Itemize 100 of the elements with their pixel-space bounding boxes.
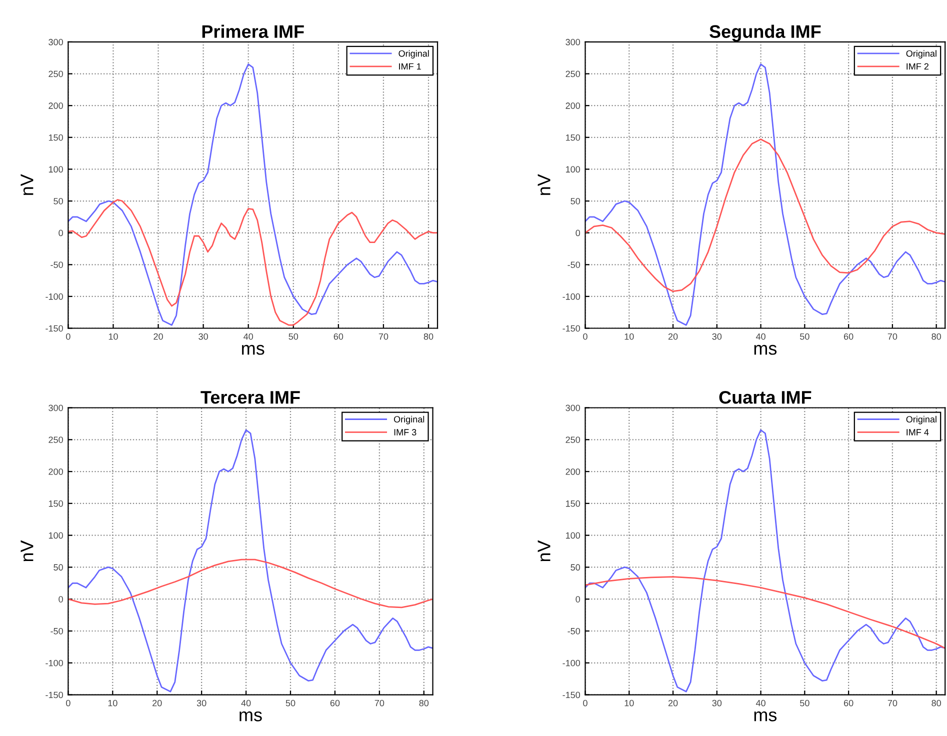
- y-tick-label: -150: [562, 692, 580, 698]
- x-tick-label: 30: [712, 333, 722, 340]
- x-tick-label: 20: [152, 700, 162, 706]
- y-tick-label: 300: [566, 404, 580, 412]
- y-axis-title: nV: [538, 540, 550, 562]
- y-tick-label: 100: [48, 166, 63, 173]
- x-tick-label: 60: [844, 333, 854, 340]
- x-tick-label: 80: [932, 700, 941, 706]
- legend-label: IMF 4: [906, 429, 929, 436]
- y-tick-label: 50: [570, 564, 580, 571]
- legend-label: IMF 1: [399, 63, 421, 70]
- y-tick-label: -100: [562, 660, 580, 666]
- x-tick-label: 70: [374, 700, 384, 706]
- y-tick-label: 300: [48, 404, 63, 412]
- x-tick-label: 10: [108, 333, 118, 340]
- y-tick-label: -100: [46, 293, 63, 300]
- y-tick-label: -50: [50, 628, 63, 634]
- y-tick-label: 100: [566, 532, 580, 539]
- y-tick-label: 0: [576, 230, 580, 236]
- y-tick-label: 150: [48, 134, 63, 141]
- legend-label: Original: [906, 50, 936, 58]
- y-tick-label: 50: [570, 198, 580, 204]
- x-tick-label: 50: [800, 333, 810, 340]
- line-series: [68, 558, 433, 608]
- y-tick-label: 100: [48, 532, 63, 539]
- x-tick-label: 10: [108, 700, 118, 706]
- x-tick-label: 40: [756, 333, 766, 340]
- y-tick-label: -150: [562, 325, 580, 332]
- x-axis-title: ms: [754, 711, 777, 722]
- line-series: [585, 64, 946, 326]
- x-axis-title: ms: [242, 344, 264, 355]
- x-tick-label: 50: [286, 700, 296, 706]
- x-tick-label: 60: [330, 700, 340, 706]
- y-tick-label: 50: [54, 564, 63, 571]
- y-tick-label: 250: [566, 436, 580, 443]
- x-tick-label: 60: [844, 700, 854, 706]
- x-tick-label: 50: [800, 700, 810, 706]
- y-tick-label: -150: [46, 325, 63, 332]
- line-series: [68, 199, 438, 326]
- x-tick-label: 20: [668, 700, 678, 706]
- y-tick-label: -100: [46, 660, 63, 666]
- line-series: [68, 429, 433, 692]
- y-tick-label: 200: [566, 102, 580, 109]
- chart-title: Cuarta IMF: [719, 390, 812, 404]
- y-tick-label: 0: [58, 596, 63, 602]
- y-tick-label: -50: [568, 262, 580, 268]
- legend-label: IMF 2: [906, 63, 928, 70]
- line-series: [585, 429, 946, 692]
- chart-title: Tercera IMF: [200, 391, 300, 404]
- y-tick-label: 250: [566, 70, 580, 78]
- y-axis-title: nV: [20, 174, 34, 195]
- x-tick-label: 30: [196, 700, 206, 706]
- y-tick-label: 300: [566, 38, 580, 46]
- x-tick-label: 40: [756, 700, 766, 706]
- x-tick-label: 20: [154, 333, 163, 340]
- y-axis-title: nV: [20, 540, 34, 562]
- x-tick-label: 80: [419, 700, 429, 706]
- x-tick-label: 70: [888, 700, 898, 706]
- y-tick-label: 250: [48, 70, 63, 78]
- y-tick-label: 150: [566, 134, 580, 141]
- y-tick-label: 150: [566, 500, 580, 507]
- y-tick-label: -100: [562, 293, 580, 300]
- chart-title: Primera IMF: [202, 24, 304, 38]
- legend-label: Original: [398, 50, 429, 58]
- x-tick-label: 50: [288, 333, 298, 340]
- y-tick-label: 300: [48, 38, 63, 46]
- y-axis-title: nV: [538, 174, 550, 195]
- legend-label: IMF 3: [394, 429, 416, 436]
- x-tick-label: 40: [244, 333, 254, 340]
- chart-title: Segunda IMF: [710, 24, 821, 42]
- line-series: [68, 64, 438, 326]
- y-tick-label: 200: [48, 102, 63, 109]
- x-tick-label: 60: [334, 333, 344, 340]
- y-tick-label: 0: [58, 230, 63, 236]
- line-series: [585, 138, 946, 292]
- y-tick-label: -50: [50, 262, 63, 268]
- x-tick-label: 40: [241, 700, 251, 706]
- y-tick-label: 150: [48, 500, 63, 507]
- y-tick-label: -50: [568, 628, 580, 634]
- y-tick-label: -150: [46, 692, 63, 698]
- legend-label: Original: [906, 416, 936, 424]
- x-tick-label: 70: [378, 333, 388, 340]
- y-tick-label: 200: [48, 468, 63, 475]
- x-axis-title: ms: [240, 711, 262, 722]
- x-tick-label: 10: [624, 700, 634, 706]
- x-tick-label: 70: [888, 333, 898, 340]
- line-series: [585, 576, 946, 649]
- y-tick-label: 0: [576, 596, 580, 602]
- x-tick-label: 80: [932, 333, 941, 340]
- y-tick-label: 50: [54, 198, 63, 204]
- x-tick-label: 20: [668, 333, 678, 340]
- x-tick-label: 0: [66, 700, 70, 706]
- y-tick-label: 250: [48, 436, 63, 443]
- y-tick-label: 200: [566, 468, 580, 475]
- x-axis-title: ms: [754, 344, 777, 355]
- x-tick-label: 80: [424, 333, 434, 340]
- x-tick-label: 30: [198, 333, 208, 340]
- legend-label: Original: [394, 416, 424, 424]
- x-tick-label: 30: [712, 700, 722, 706]
- x-tick-label: 0: [66, 333, 70, 340]
